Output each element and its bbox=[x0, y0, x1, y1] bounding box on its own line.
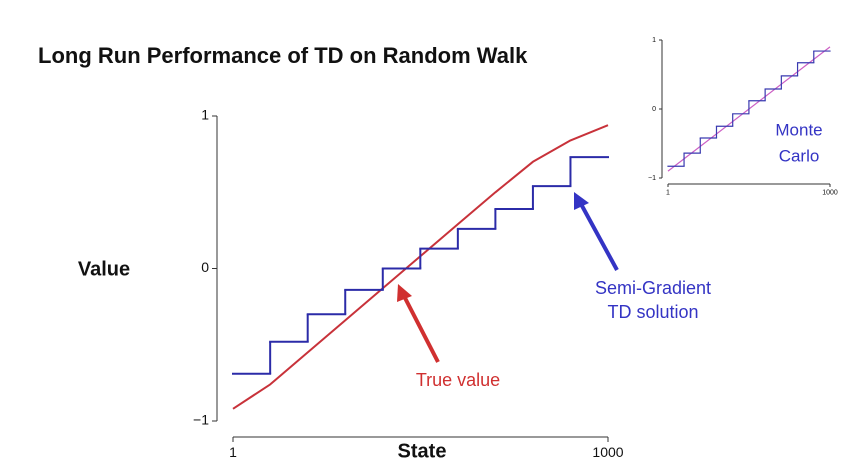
arrow-head bbox=[574, 192, 589, 210]
x-axis-label: State bbox=[398, 440, 447, 462]
x-tick-label: 1000 bbox=[592, 444, 623, 460]
y-tick-label: −1 bbox=[648, 175, 656, 182]
annotation: Semi-Gradient bbox=[595, 278, 711, 298]
y-axis-label: Value bbox=[78, 258, 130, 280]
arrow-shaft bbox=[402, 295, 440, 363]
annotation: Monte bbox=[775, 120, 822, 139]
annotation: TD solution bbox=[607, 302, 698, 322]
y-tick-label: −1 bbox=[193, 412, 209, 428]
x-tick-label: 1 bbox=[229, 444, 237, 460]
x-tick-label: 1000 bbox=[822, 189, 838, 196]
x-tick-label: 1 bbox=[666, 189, 670, 196]
annotation: True value bbox=[416, 370, 500, 390]
y-tick-label: 1 bbox=[201, 107, 209, 123]
annotation: Carlo bbox=[779, 146, 820, 165]
y-tick-label: 1 bbox=[652, 37, 656, 44]
arrow-shaft bbox=[579, 203, 619, 271]
y-tick-label: 0 bbox=[201, 259, 209, 275]
y-tick-label: 0 bbox=[652, 106, 656, 113]
chart-title: Long Run Performance of TD on Random Wal… bbox=[38, 43, 528, 68]
arrow-head bbox=[397, 284, 412, 302]
